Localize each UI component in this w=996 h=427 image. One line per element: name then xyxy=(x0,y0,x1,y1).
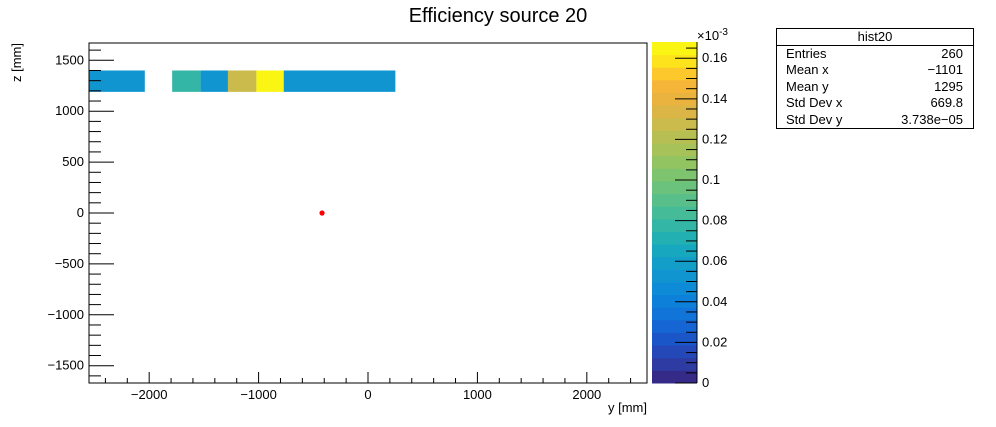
x-axis: −2000 −1000 0 1000 2000 xyxy=(104,372,632,402)
statistics-value: 1295 xyxy=(934,78,963,94)
z-tick-label: 0 xyxy=(702,375,709,390)
color-scale-segment xyxy=(652,180,697,195)
x-tick-label: −2000 xyxy=(131,387,168,402)
heatmap-cells xyxy=(89,70,396,92)
z-tick-label: 0.02 xyxy=(702,334,727,349)
z-tick-label: 0.12 xyxy=(702,131,727,146)
statistics-row: Mean y 1295 xyxy=(777,79,973,95)
color-scale-segment xyxy=(652,281,697,296)
color-scale-segment xyxy=(652,244,697,258)
z-tick-label: 0.08 xyxy=(702,213,727,228)
color-scale-axis: 0 0.02 0.04 0.06 0.08 0.1 0.12 0.14 0.16 xyxy=(675,42,727,390)
color-scale-segment xyxy=(652,345,697,359)
statistics-value: 260 xyxy=(941,46,963,61)
statistics-value: 3.738e−05 xyxy=(901,111,963,127)
z-tick-label: 0.16 xyxy=(702,50,727,65)
heatmap-cell-5 xyxy=(283,70,396,92)
color-scale-segment xyxy=(652,42,697,56)
y-axis: −1500 −1000 −500 0 500 1000 1500 xyxy=(47,49,114,377)
x-tick-label: −1000 xyxy=(240,387,277,402)
y-axis-label: z [mm] xyxy=(9,43,24,82)
y-tick-label: −500 xyxy=(55,256,84,271)
marker-layer xyxy=(319,210,325,216)
z-tick-label: 0.06 xyxy=(702,253,727,268)
color-scale-segment xyxy=(652,105,697,119)
statistics-value: −1101 xyxy=(927,62,963,78)
color-scale-segment xyxy=(652,256,697,270)
statistics-label: Std Dev y xyxy=(786,111,843,127)
statistics-label: Std Dev x xyxy=(786,95,843,111)
color-scale-segment xyxy=(652,370,697,384)
statistics-value: 669.8 xyxy=(930,95,963,111)
chart-title: Efficiency source 20 xyxy=(409,5,588,27)
color-scale-segment xyxy=(652,67,697,81)
color-scale-segment xyxy=(652,79,697,94)
color-scale-segment xyxy=(652,357,697,371)
x-tick-label: 1000 xyxy=(463,387,492,402)
statistics-row: Std Dev x 669.8 xyxy=(777,95,973,111)
color-scale-segment xyxy=(652,117,697,131)
color-scale-segment xyxy=(652,294,697,308)
heatmap-cell-0 xyxy=(89,70,145,92)
color-scale-segment xyxy=(652,168,697,182)
plot-frame xyxy=(88,42,648,384)
color-scale-segment xyxy=(652,92,697,106)
y-tick-label: −1500 xyxy=(47,358,84,373)
z-tick-label: 0.04 xyxy=(702,294,727,309)
color-scale-exponent-base: ×10 xyxy=(697,28,719,43)
color-scale-segment xyxy=(652,206,697,220)
statistics-box: hist20 Entries 260 Mean x −1101 Mean y 1295 St… xyxy=(776,28,974,129)
color-scale-exponent: ×10-3 xyxy=(697,27,728,43)
color-scale-exponent-power: -3 xyxy=(719,27,728,38)
color-scale-segment xyxy=(652,193,697,207)
y-tick-label: 1500 xyxy=(55,52,84,67)
color-scale-bar xyxy=(652,42,697,384)
color-scale-segment xyxy=(652,130,697,144)
heatmap-cell-1 xyxy=(172,70,201,92)
color-scale-segment xyxy=(652,143,697,157)
statistics-label: Mean x xyxy=(786,62,829,78)
color-scale-segment xyxy=(652,307,697,321)
statistics-label: Mean y xyxy=(786,78,829,94)
statistics-rows: Entries 260 Mean x −1101 Mean y 1295 Std Dev x… xyxy=(777,46,973,128)
color-scale-segment xyxy=(652,54,697,68)
statistics-label: Entries xyxy=(786,46,827,61)
source-marker xyxy=(319,210,325,216)
y-tick-label: 500 xyxy=(62,154,84,169)
y-tick-label: 1000 xyxy=(55,103,84,118)
y-tick-label: −1000 xyxy=(47,307,84,322)
heatmap-cell-3 xyxy=(227,70,257,92)
heatmap-cell-2 xyxy=(200,70,228,92)
x-tick-label: 0 xyxy=(364,387,371,402)
x-tick-label: 2000 xyxy=(572,387,601,402)
color-scale-segment xyxy=(652,218,697,232)
statistics-row: Std Dev y 3.738e−05 xyxy=(777,112,973,128)
statistics-title: hist20 xyxy=(777,29,973,46)
color-scale-segment xyxy=(652,332,697,346)
color-scale-segment xyxy=(652,319,697,333)
z-tick-label: 0.14 xyxy=(702,91,727,106)
color-scale-segment xyxy=(652,231,697,245)
x-axis-label: y [mm] xyxy=(608,400,647,415)
y-tick-label: 0 xyxy=(77,205,84,220)
z-tick-label: 0.1 xyxy=(702,172,720,187)
statistics-row: Mean x −1101 xyxy=(777,62,973,78)
color-scale-segment xyxy=(652,155,697,169)
heatmap-cell-4 xyxy=(256,70,284,92)
statistics-row: Entries 260 xyxy=(777,46,973,62)
color-scale-segment xyxy=(652,269,697,283)
